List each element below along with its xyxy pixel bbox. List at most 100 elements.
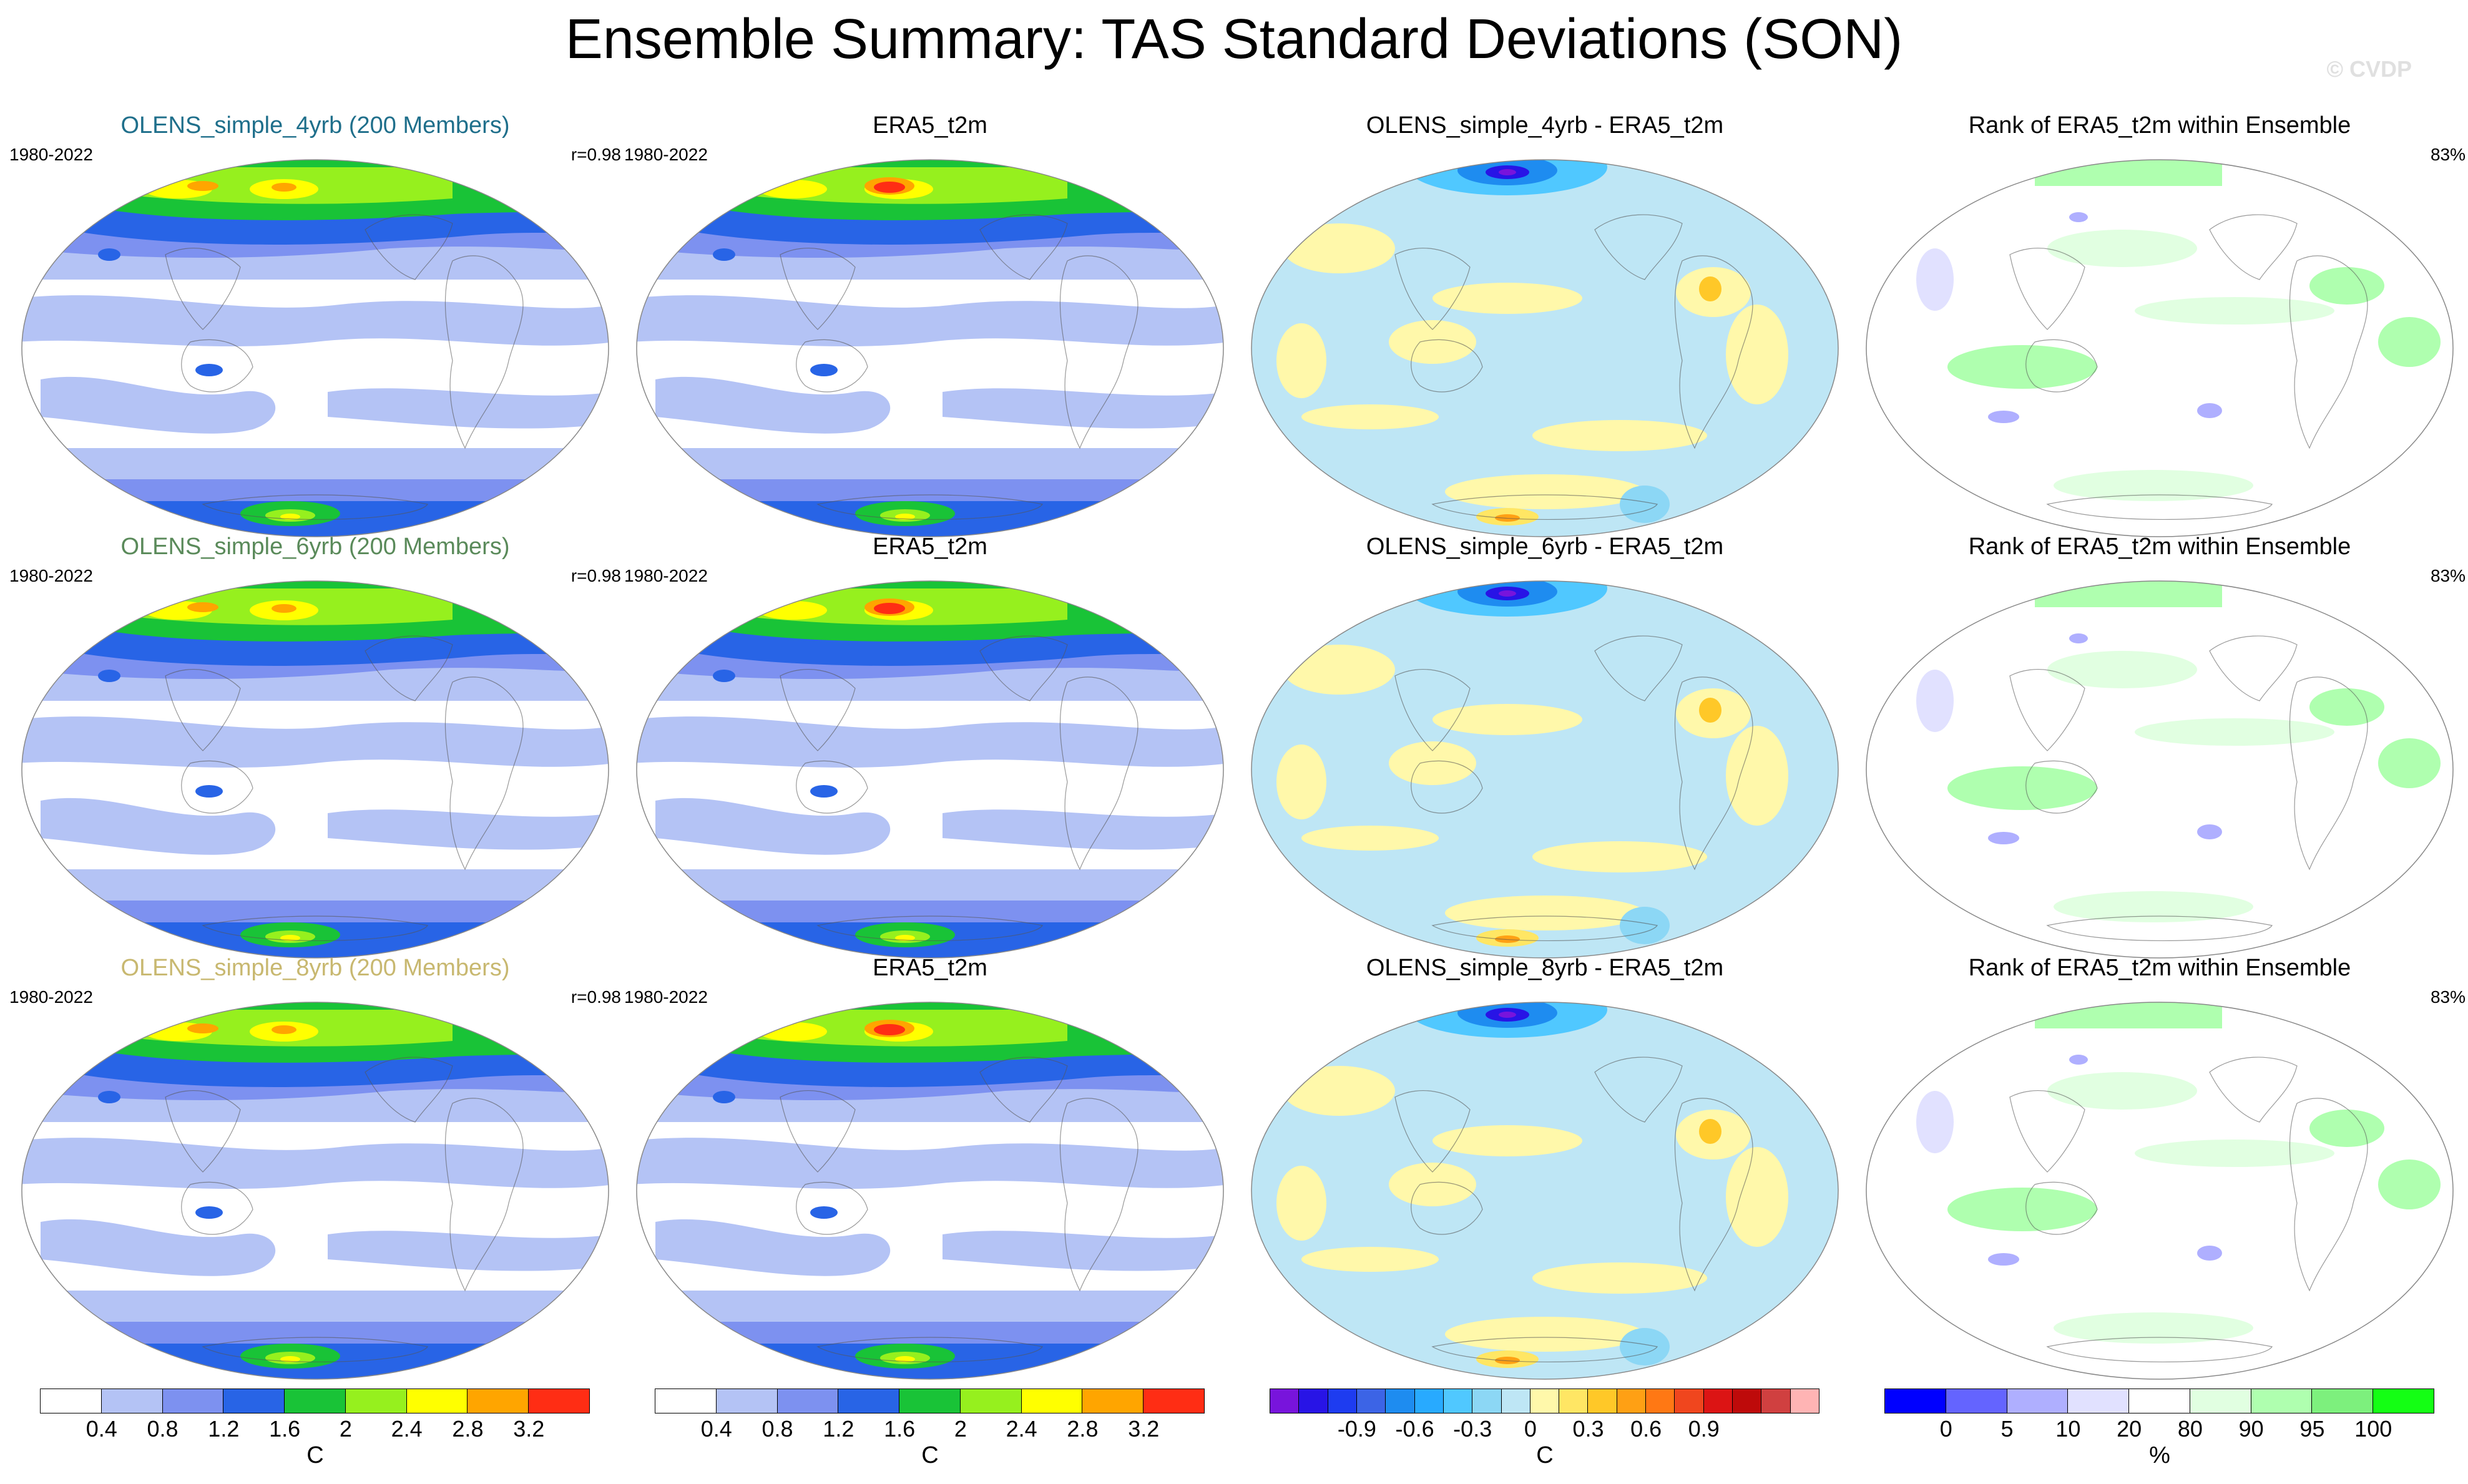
coastline xyxy=(780,1090,856,1173)
colorbar-tick-label: -0.3 xyxy=(1453,1416,1492,1442)
colorbar-tick-label: 100 xyxy=(2354,1416,2392,1442)
panel-title: Rank of ERA5_t2m within Ensemble xyxy=(1968,112,2351,139)
panel-title: OLENS_simple_8yrb - ERA5_t2m xyxy=(1366,955,1724,981)
colorbar-swatch xyxy=(1529,1389,1560,1413)
panel-title: ERA5_t2m xyxy=(873,112,987,139)
colorbar-swatch xyxy=(1472,1389,1502,1413)
world-map xyxy=(1251,580,1839,959)
colorbar-unit-label: C xyxy=(306,1442,324,1468)
panel-title: OLENS_simple_8yrb (200 Members) xyxy=(120,955,510,981)
colorbar-swatch xyxy=(1021,1389,1083,1413)
colorbar-tick-label: 90 xyxy=(2238,1416,2264,1442)
colorbar-tick-label: 0.4 xyxy=(86,1416,117,1442)
colorbar-swatch xyxy=(1082,1389,1144,1413)
colorbar-swatch xyxy=(1616,1389,1647,1413)
coastline xyxy=(816,494,1044,520)
world-map xyxy=(636,1002,1224,1380)
colorbar-swatch xyxy=(223,1389,285,1413)
correlation-label: r=0.98 xyxy=(570,987,621,1007)
rank-percent-label: 83% xyxy=(2430,987,2466,1007)
coastline xyxy=(796,760,868,814)
coastline xyxy=(816,1337,1044,1362)
colorbar-tick-label: 3.2 xyxy=(1128,1416,1160,1442)
colorbar-swatch xyxy=(1414,1389,1444,1413)
coastline xyxy=(181,1181,253,1235)
colorbar-swatch xyxy=(1790,1389,1819,1413)
colorbar-swatch xyxy=(2311,1389,2374,1413)
colorbar-swatch xyxy=(100,1389,163,1413)
colorbar-swatch xyxy=(467,1389,529,1413)
coastline xyxy=(2025,339,2098,393)
coastline xyxy=(979,635,1068,701)
colorbar-swatch xyxy=(528,1389,590,1413)
colorbar-swatches xyxy=(1270,1389,1819,1413)
coastline xyxy=(1059,676,1139,871)
map-panel-diff: OLENS_simple_4yrb - ERA5_t2m xyxy=(1239,112,1851,543)
colorbar-swatch xyxy=(2250,1389,2313,1413)
map-panel-ens: OLENS_simple_8yrb (200 Members) 1980-2022… xyxy=(9,955,621,1385)
map-panel-diff: OLENS_simple_6yrb - ERA5_t2m xyxy=(1239,534,1851,964)
colorbar-unit-label: C xyxy=(1536,1442,1554,1468)
colorbar-swatch xyxy=(1442,1389,1473,1413)
colorbar-tick-label: 1.2 xyxy=(823,1416,854,1442)
rank-percent-label: 83% xyxy=(2430,566,2466,585)
coastline xyxy=(2289,1098,2368,1292)
colorbar-swatch xyxy=(1356,1389,1386,1413)
map-panel-obs: ERA5_t2m 1980-2022 xyxy=(624,534,1236,964)
colorbar-unit-label: C xyxy=(921,1442,939,1468)
colorbar-tick-label: 2.4 xyxy=(1006,1416,1037,1442)
coastline xyxy=(1394,1090,1471,1173)
coastline xyxy=(444,1098,524,1292)
colorbar-tick-label: 2.8 xyxy=(452,1416,484,1442)
world-map xyxy=(21,1002,609,1380)
colorbar-swatch xyxy=(2373,1389,2435,1413)
panel-title: OLENS_simple_6yrb (200 Members) xyxy=(120,534,510,560)
colorbar-swatch xyxy=(1674,1389,1704,1413)
colorbar-swatch xyxy=(1501,1389,1530,1413)
world-map xyxy=(1251,1002,1839,1380)
colorbar-tick-label: 0.9 xyxy=(1688,1416,1720,1442)
colorbar-swatch xyxy=(1559,1389,1589,1413)
colorbar-swatches xyxy=(1884,1389,2435,1413)
coastline xyxy=(444,676,524,871)
panel-title: Rank of ERA5_t2m within Ensemble xyxy=(1968,955,2351,981)
coastline xyxy=(181,339,253,393)
world-map xyxy=(1866,580,2454,959)
colorbar-swatch xyxy=(1761,1389,1791,1413)
coastline xyxy=(365,635,453,701)
colorbar-tick-label: -0.6 xyxy=(1395,1416,1434,1442)
coastline xyxy=(1431,494,1658,520)
period-label: 1980-2022 xyxy=(9,987,93,1007)
period-label: 1980-2022 xyxy=(624,145,708,164)
coastline xyxy=(796,1181,868,1235)
colorbar-swatch xyxy=(345,1389,407,1413)
coastline xyxy=(2046,494,2273,520)
map-panel-rank: Rank of ERA5_t2m within Ensemble 83% xyxy=(1854,534,2466,964)
colorbar-tick-label: 95 xyxy=(2299,1416,2325,1442)
colorbar-tick-label: 3.2 xyxy=(513,1416,545,1442)
panel-title: ERA5_t2m xyxy=(873,534,987,560)
period-label: 1980-2022 xyxy=(9,145,93,164)
colorbar-tick-label: 5 xyxy=(2000,1416,2014,1442)
colorbar-tick-label: 0.8 xyxy=(761,1416,793,1442)
colorbar-tick-label: 80 xyxy=(2177,1416,2203,1442)
figure-title: Ensemble Summary: TAS Standard Deviation… xyxy=(565,8,1903,71)
map-panel-ens: OLENS_simple_6yrb (200 Members) 1980-2022… xyxy=(9,534,621,964)
colorbar-swatch xyxy=(2128,1389,2190,1413)
coastline xyxy=(1594,214,1683,280)
coastline xyxy=(1059,1098,1139,1292)
coastline xyxy=(202,494,429,520)
colorbar-swatch xyxy=(838,1389,900,1413)
colorbar-tick-label: 0.6 xyxy=(1630,1416,1662,1442)
coastline xyxy=(1411,339,1483,393)
coastline xyxy=(1411,1181,1483,1235)
coastline xyxy=(2209,1057,2298,1123)
period-label: 1980-2022 xyxy=(9,566,93,585)
colorbar-swatch xyxy=(1945,1389,2007,1413)
coastline xyxy=(2009,248,2085,330)
coastline xyxy=(2209,214,2298,280)
colorbar-tick-label: 2 xyxy=(339,1416,352,1442)
coastline xyxy=(165,248,241,330)
coastline xyxy=(2009,669,2085,751)
panel-title: Rank of ERA5_t2m within Ensemble xyxy=(1968,534,2351,560)
